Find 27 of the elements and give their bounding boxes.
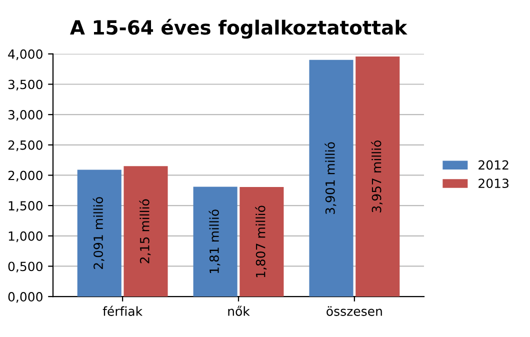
bar <box>356 56 400 297</box>
x-tick-label: férfiak <box>102 306 143 316</box>
y-tick-label: 2,500 <box>8 140 42 152</box>
y-tick-label: 0,000 <box>8 292 42 303</box>
data-label: 2,091 millió <box>92 197 104 269</box>
bar <box>240 186 284 297</box>
x-tick-label: összesen <box>326 306 382 316</box>
data-label: 1,807 millió <box>255 206 267 278</box>
y-tick-label: 1,000 <box>8 231 42 242</box>
y-tick-label: 3,500 <box>8 80 42 90</box>
y-tick-label: 2,000 <box>8 170 42 182</box>
legend-label: 2013 <box>478 178 508 188</box>
data-label: 2,15 millió <box>139 199 151 264</box>
y-tick-label: 0,500 <box>8 262 42 272</box>
bar <box>124 166 168 297</box>
data-label: 3,957 millió <box>371 140 383 212</box>
bar <box>193 186 238 297</box>
bar <box>77 170 122 297</box>
data-label: 3,901 millió <box>324 142 336 214</box>
legend-label: 2012 <box>478 160 508 170</box>
chart-title: A 15-64 éves foglalkoztatottak <box>70 18 408 39</box>
data-label: 1,81 millió <box>208 210 220 274</box>
x-tick-label: nők <box>228 306 250 316</box>
y-tick-label: 4,000 <box>8 49 42 60</box>
bar <box>309 60 354 297</box>
y-tick-label: 3,000 <box>8 110 42 121</box>
y-tick-label: 1,500 <box>8 201 42 212</box>
